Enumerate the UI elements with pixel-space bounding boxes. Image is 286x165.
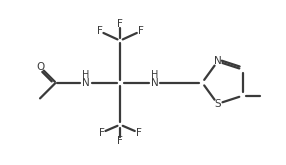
Text: N: N: [214, 56, 221, 66]
Text: F: F: [97, 26, 102, 36]
Text: N: N: [150, 78, 158, 88]
Text: F: F: [117, 19, 123, 29]
Text: F: F: [136, 128, 142, 138]
Text: F: F: [117, 136, 123, 146]
Text: F: F: [138, 26, 144, 36]
Text: H: H: [82, 70, 90, 80]
Text: F: F: [99, 128, 104, 138]
Text: O: O: [36, 62, 44, 72]
Text: N: N: [82, 78, 90, 88]
Text: S: S: [214, 99, 221, 109]
Text: H: H: [151, 70, 158, 80]
